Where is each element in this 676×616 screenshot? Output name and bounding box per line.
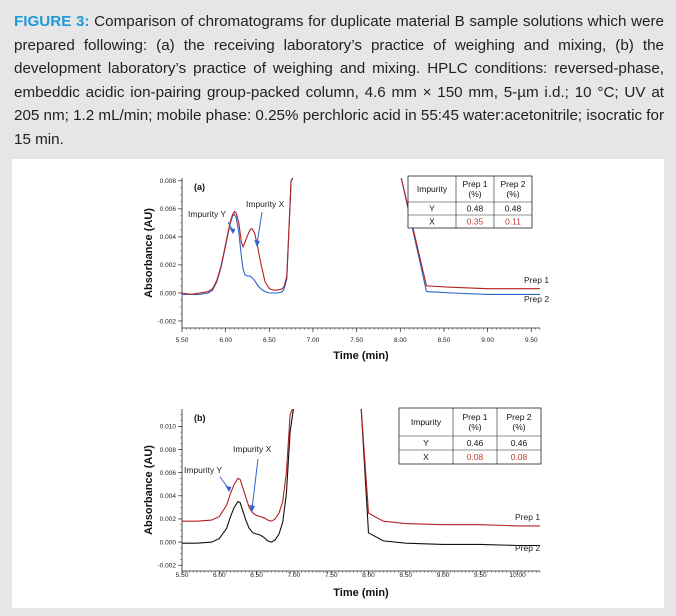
y-tick-label: -0.002: [158, 318, 177, 325]
y-tick-label: 0.004: [160, 234, 177, 241]
table-header: (%): [506, 189, 519, 199]
table-cell: 0.35: [467, 217, 484, 227]
table-header: Prep 2: [506, 412, 531, 422]
impurity-y-arrowhead: [225, 486, 232, 492]
x-tick-label: 6.50: [250, 572, 263, 579]
y-tick-label: 0.002: [160, 262, 177, 269]
table-cell: X: [429, 217, 435, 227]
y-tick-label: 0.000: [160, 539, 177, 546]
x-tick-label: 7.00: [307, 337, 320, 344]
y-tick-label: 0.000: [160, 290, 177, 297]
x-tick-label: 5.50: [176, 337, 189, 344]
impurity-x-arrow: [256, 211, 263, 245]
table-cell: Y: [429, 204, 435, 214]
x-tick-label: 5.50: [176, 572, 189, 579]
table-cell: 0.46: [511, 438, 528, 448]
chart-panel: 5.50 6.00 6.50 7.00 7.50 8.00 8.50 9.00 9.50 -0.0…: [12, 159, 664, 608]
trace-prep-1: [182, 178, 540, 295]
impurity-x-arrowhead: [254, 240, 260, 247]
y-tick-label: 0.008: [160, 447, 177, 454]
table-cell: 0.48: [467, 204, 484, 214]
table-cell: X: [423, 452, 429, 462]
series-label-1: Prep 1: [524, 275, 549, 285]
x-tick-label: 9.50: [474, 572, 487, 579]
table-header: Impurity: [411, 417, 442, 427]
impurity-x-annotation: Impurity X: [233, 444, 272, 454]
figure-caption: FIGURE 3: Comparison of chromatograms fo…: [14, 10, 664, 151]
x-tick-label: 9.00: [437, 572, 450, 579]
table-header: (%): [468, 189, 481, 199]
chromatogram-figure: 5.50 6.00 6.50 7.00 7.50 8.00 8.50 9.00 9.50 -0.0…: [143, 175, 549, 599]
caption-text: Comparison of chromatograms for duplicat…: [14, 13, 665, 148]
table-cell: 0.08: [511, 452, 528, 462]
y-tick-label: 0.006: [160, 470, 177, 477]
table-cell: 0.08: [467, 452, 484, 462]
table-header: Prep 1: [462, 412, 487, 422]
x-tick-label: 7.50: [350, 337, 363, 344]
series-label-1: Prep 1: [515, 512, 540, 522]
table-header: Prep 1: [462, 179, 487, 189]
table-header: (%): [512, 422, 525, 432]
impurity-x-annotation: Impurity X: [246, 199, 285, 209]
impurity-y-annotation: Impurity Y: [184, 465, 222, 475]
table-header: Prep 2: [500, 179, 525, 189]
x-tick-label: 8.50: [399, 572, 412, 579]
y-tick-label: 0.010: [160, 424, 177, 431]
y-tick-label: 0.006: [160, 206, 177, 213]
x-tick-label: 7.00: [288, 572, 301, 579]
x-tick-label: 6.50: [263, 337, 276, 344]
trace-prep-2: [182, 409, 540, 547]
x-axis-label: Time (min): [333, 350, 389, 362]
x-tick-label: 6.00: [213, 572, 226, 579]
x-tick-label: 9.50: [525, 337, 538, 344]
x-tick-label: 8.50: [438, 337, 451, 344]
caption-lead: FIGURE 3:: [14, 13, 90, 30]
impurity-y-arrowhead: [229, 228, 236, 234]
x-tick-label: 8.00: [362, 572, 375, 579]
panel-label: (b): [194, 413, 206, 423]
y-tick-label: 0.008: [160, 178, 177, 185]
panel-label: (a): [194, 182, 205, 192]
table-header: (%): [468, 422, 481, 432]
impurity-x-arrowhead: [249, 505, 255, 512]
y-axis-label: Absorbance (AU): [143, 208, 155, 298]
y-tick-label: 0.004: [160, 493, 177, 500]
y-axis-label: Absorbance (AU): [143, 445, 155, 535]
trace-prep-1: [182, 409, 540, 527]
x-tick-label: 8.00: [394, 337, 407, 344]
y-tick-label: 0.002: [160, 516, 177, 523]
x-tick-label: 9.00: [481, 337, 494, 344]
table-cell: 0.46: [467, 438, 484, 448]
x-tick-label: 6.00: [219, 337, 232, 344]
y-tick-label: -0.002: [158, 563, 177, 570]
impurity-y-annotation: Impurity Y: [188, 209, 226, 219]
table-header: Impurity: [417, 184, 448, 194]
impurity-x-arrow: [251, 458, 259, 510]
table-cell: 0.11: [505, 217, 521, 227]
series-label-2: Prep 2: [515, 543, 540, 553]
table-cell: 0.48: [505, 204, 522, 214]
table-cell: Y: [423, 438, 429, 448]
x-axis-label: Time (min): [333, 587, 389, 599]
x-tick-label: 7.50: [325, 572, 338, 579]
series-label-2: Prep 2: [524, 294, 549, 304]
x-tick-label: 10.00: [509, 572, 526, 579]
